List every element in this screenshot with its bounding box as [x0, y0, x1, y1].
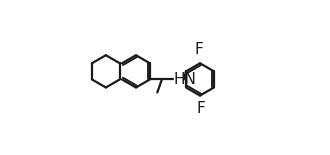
- Text: F: F: [194, 42, 203, 58]
- Text: HN: HN: [174, 72, 196, 87]
- Text: F: F: [196, 101, 205, 116]
